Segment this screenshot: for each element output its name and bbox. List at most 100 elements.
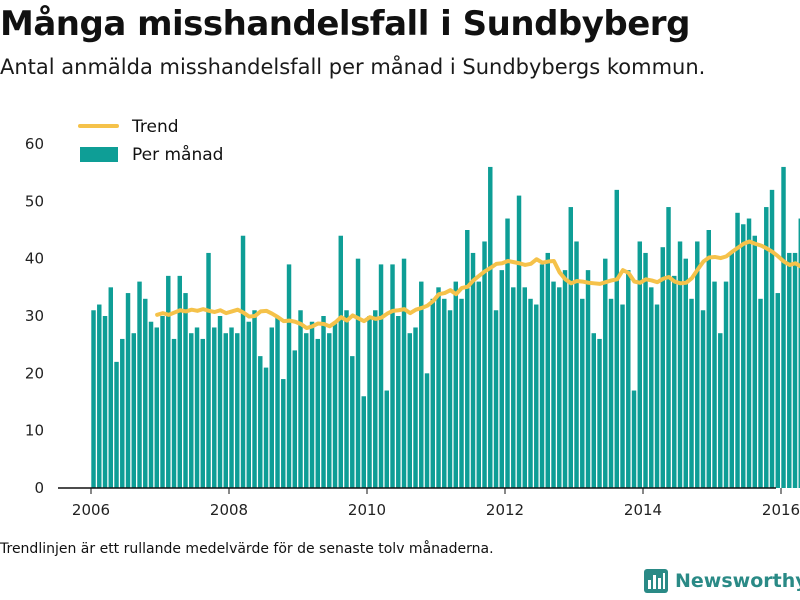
bar: [706, 230, 711, 488]
y-axis: 0 10 20 30 40 50 60: [25, 135, 44, 497]
y-tick-label: 60: [25, 135, 44, 153]
bar: [430, 298, 435, 488]
bar: [120, 338, 125, 488]
bar: [292, 350, 297, 488]
bar: [160, 316, 165, 488]
bar: [516, 195, 522, 488]
bar: [315, 338, 320, 488]
bar: [332, 321, 338, 488]
bar: [614, 189, 619, 488]
x-tick-label: 2008: [210, 501, 248, 519]
y-tick-label: 0: [34, 479, 44, 497]
bar: [695, 241, 700, 488]
bar: [436, 287, 441, 488]
bar: [344, 310, 349, 488]
bar: [580, 298, 585, 488]
bar: [390, 264, 395, 488]
bar: [361, 396, 366, 488]
bar: [396, 316, 401, 488]
bar: [775, 293, 780, 488]
bar: [631, 390, 637, 488]
bar: [378, 264, 384, 488]
x-tick-label: 2016: [762, 501, 800, 519]
bar: [465, 230, 470, 488]
bar: [240, 235, 246, 488]
bar: [384, 390, 389, 488]
bar: [200, 338, 205, 488]
x-tick-label: 2012: [486, 501, 524, 519]
bar: [137, 281, 142, 488]
brand-logo[interactable]: Newsworthy: [644, 569, 800, 593]
y-tick-label: 10: [25, 422, 44, 440]
bar: [608, 298, 614, 488]
bar: [482, 241, 487, 488]
bar: [223, 333, 228, 488]
x-tick-label: 2006: [72, 501, 110, 519]
bar: [643, 252, 648, 488]
brand-name: Newsworthy: [675, 570, 800, 592]
bar: [603, 258, 608, 488]
x-tick-label: 2014: [624, 501, 662, 519]
x-axis: 2006200820102012201420162018202020222024: [72, 488, 800, 519]
bar: [574, 241, 579, 488]
bar: [723, 281, 729, 488]
bar: [258, 356, 263, 488]
bar: [528, 298, 533, 488]
bar: [499, 270, 504, 488]
trend-line: [155, 239, 800, 331]
bar: [735, 212, 740, 489]
bar: [114, 361, 119, 488]
bar: [367, 316, 372, 488]
bar-series: [91, 166, 800, 489]
bar: [712, 281, 717, 488]
y-tick-label: 20: [25, 364, 44, 382]
bar: [321, 316, 326, 488]
bar: [350, 356, 355, 488]
bar: [453, 281, 458, 488]
bar: [470, 252, 476, 488]
bar: [505, 218, 510, 488]
bar: [459, 298, 464, 488]
bar-chart-logo-icon: [644, 569, 668, 593]
bar: [620, 304, 625, 488]
bar: [545, 252, 550, 488]
bar: [488, 166, 493, 488]
bar: [148, 321, 154, 488]
bar: [194, 327, 200, 488]
bar: [189, 333, 194, 488]
bar: [91, 310, 96, 488]
bar: [493, 310, 499, 488]
bar: [419, 281, 424, 488]
bar: [764, 207, 769, 488]
bar: [672, 275, 677, 488]
bar: [752, 235, 757, 488]
bar: [683, 258, 688, 488]
bar: [591, 333, 596, 488]
bar: [539, 264, 545, 488]
bar: [97, 304, 102, 488]
bar: [424, 373, 430, 488]
bar: [212, 327, 217, 488]
bar: [286, 264, 292, 488]
bar: [206, 252, 211, 488]
bar: [769, 189, 775, 488]
bar: [171, 338, 177, 488]
bar: [597, 338, 602, 488]
bar: [269, 327, 274, 488]
legend: Trend Per månad: [78, 117, 223, 165]
bar: [373, 310, 378, 488]
bar: [309, 321, 315, 488]
bar: [637, 241, 642, 488]
bar: [666, 207, 671, 488]
bar: [304, 333, 309, 488]
chart-title: Många misshandelsfall i Sundbyberg: [0, 4, 690, 44]
bar: [562, 270, 568, 488]
bar: [660, 247, 665, 488]
footnote: Trendlinjen är ett rullande medelvärde f…: [0, 541, 494, 557]
bar: [689, 298, 694, 488]
bar: [729, 252, 734, 488]
bar: [746, 218, 752, 488]
bar: [217, 316, 223, 488]
bar: [235, 333, 240, 488]
